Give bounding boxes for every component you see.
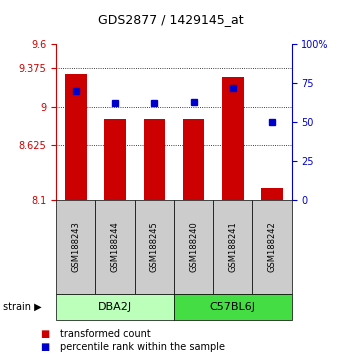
Text: strain ▶: strain ▶	[3, 302, 42, 312]
Text: ■: ■	[40, 342, 49, 352]
Text: GSM188243: GSM188243	[71, 222, 80, 272]
Text: GSM188240: GSM188240	[189, 222, 198, 272]
Text: GSM188242: GSM188242	[267, 222, 277, 272]
Text: transformed count: transformed count	[60, 329, 150, 339]
Bar	[104, 119, 126, 200]
Bar	[144, 119, 165, 200]
Text: ■: ■	[40, 329, 49, 339]
Bar	[222, 78, 243, 200]
Bar	[65, 74, 87, 200]
Text: percentile rank within the sample: percentile rank within the sample	[60, 342, 225, 352]
Text: GSM188245: GSM188245	[150, 222, 159, 272]
Bar	[261, 188, 283, 200]
Text: GSM188244: GSM188244	[110, 222, 120, 272]
Text: GSM188241: GSM188241	[228, 222, 237, 272]
Text: C57BL6J: C57BL6J	[210, 302, 256, 312]
Bar	[183, 119, 204, 200]
Text: GDS2877 / 1429145_at: GDS2877 / 1429145_at	[98, 13, 243, 26]
Text: DBA2J: DBA2J	[98, 302, 132, 312]
